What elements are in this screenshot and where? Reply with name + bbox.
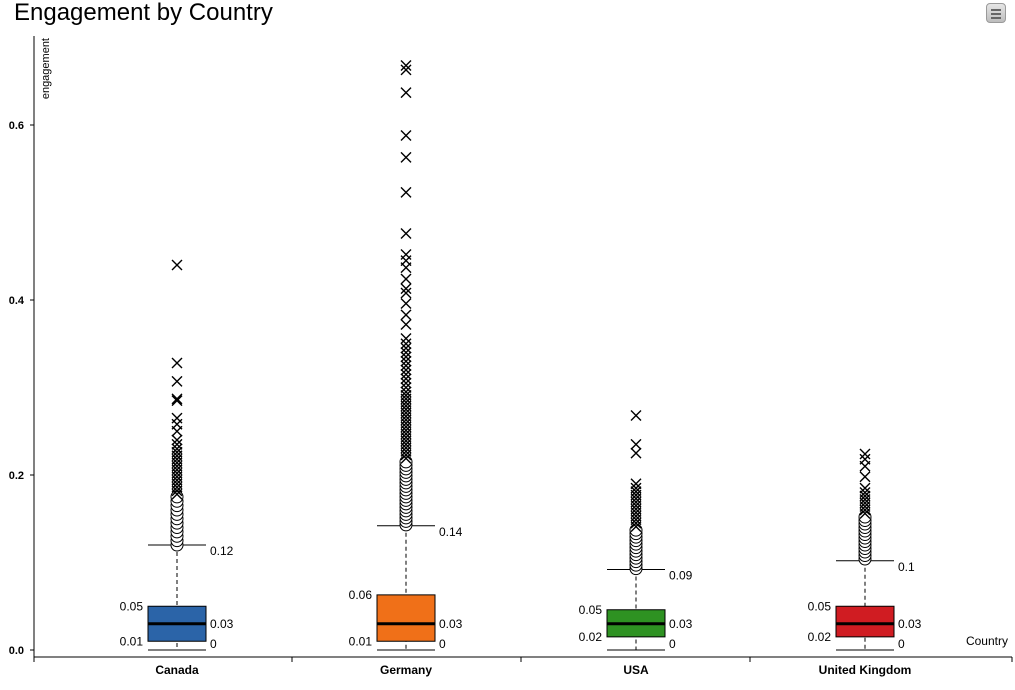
- y-tick-label: 0.2: [9, 470, 24, 482]
- outlier-cross: [400, 351, 412, 363]
- median-label: 0.03: [898, 617, 922, 631]
- outlier-cross: [171, 446, 183, 458]
- outlier-cross: [400, 377, 412, 389]
- outlier-cross: [171, 443, 183, 455]
- outlier-cross: [400, 64, 412, 76]
- q1-label: 0.01: [349, 634, 373, 648]
- median-label: 0.03: [210, 617, 234, 631]
- outlier-cross: [400, 368, 412, 380]
- q3-label: 0.05: [120, 599, 144, 613]
- outlier-cross: [400, 386, 412, 398]
- min-label: 0: [210, 637, 217, 651]
- outlier-cross: [400, 309, 412, 321]
- q3-label: 0.06: [349, 588, 373, 602]
- outlier-cross: [859, 487, 871, 498]
- outlier-cross: [400, 319, 412, 330]
- outlier-cross: [859, 482, 871, 494]
- box-usa: 0.05 0.02 0.03 0 0.09: [579, 410, 693, 651]
- y-tick-label: 0.0: [9, 645, 24, 657]
- outlier-cross: [400, 382, 412, 393]
- outlier-cross: [630, 486, 642, 498]
- outlier-cross: [400, 355, 412, 367]
- outlier-cross: [171, 357, 183, 369]
- outlier-cross: [400, 130, 412, 141]
- outlier-cross: [400, 87, 412, 99]
- q3-label: 0.05: [579, 603, 603, 617]
- chart-menu-button[interactable]: [986, 3, 1006, 23]
- x-tick-label: USA: [623, 663, 649, 677]
- outlier-cross: [400, 151, 412, 163]
- outlier-cross: [171, 395, 183, 407]
- whisker-high-label: 0.09: [669, 569, 693, 583]
- outlier-cross: [400, 364, 412, 376]
- median-label: 0.03: [669, 617, 693, 631]
- outlier-cross: [400, 60, 412, 71]
- outlier-cross: [630, 482, 642, 494]
- box-canada: 0.05 0.01 0.03 0 0.12: [120, 259, 234, 651]
- outlier-cross: [171, 375, 183, 387]
- q1-label: 0.02: [808, 630, 832, 644]
- x-ticks: Canada Germany USA United Kingdom: [33, 657, 1013, 677]
- y-axis-label: engagement: [40, 38, 52, 99]
- q1-label: 0.01: [120, 634, 144, 648]
- q1-label: 0.02: [579, 630, 603, 644]
- x-tick-label: Canada: [155, 663, 199, 677]
- outlier-cross: [400, 333, 412, 344]
- median-label: 0.03: [439, 617, 463, 631]
- outlier-cross: [859, 471, 871, 483]
- outlier-circle: [399, 455, 413, 469]
- outlier-cross: [400, 347, 412, 358]
- outlier-cross: [171, 438, 183, 450]
- outlier-cross: [171, 434, 183, 446]
- x-axis-label: Country: [966, 634, 1008, 648]
- hamburger-menu-icon: [991, 9, 1001, 11]
- min-label: 0: [439, 637, 446, 651]
- outlier-cross: [400, 249, 412, 260]
- outlier-cross: [400, 228, 412, 239]
- outlier-cross: [400, 283, 412, 295]
- outlier-circle: [858, 510, 872, 524]
- outlier-circle: [170, 490, 184, 504]
- outlier-cross: [400, 186, 412, 198]
- q3-label: 0.05: [808, 599, 832, 613]
- outlier-cross: [400, 273, 412, 285]
- x-tick-label: United Kingdom: [819, 663, 912, 677]
- outlier-cross: [400, 389, 412, 401]
- whisker-high-label: 0.12: [210, 544, 234, 558]
- min-label: 0: [669, 637, 676, 651]
- outlier-cross: [400, 360, 412, 372]
- outlier-cross: [859, 490, 871, 502]
- box-body: [376, 594, 436, 642]
- outlier-cross: [400, 342, 412, 354]
- y-tick-label: 0.4: [9, 295, 25, 307]
- min-label: 0: [898, 637, 905, 651]
- boxes: 0.050.010.0300.120.060.010.0300.140.050.…: [120, 60, 922, 651]
- outlier-cross: [859, 453, 871, 465]
- outlier-cross: [171, 412, 183, 424]
- outlier-cross: [630, 438, 642, 450]
- box-united-kingdom: 0.05 0.02 0.03 0 0.1: [808, 448, 922, 651]
- outlier-cross: [400, 373, 412, 385]
- outlier-cross: [630, 478, 642, 490]
- outlier-cross: [400, 298, 412, 309]
- outlier-cross: [630, 410, 642, 421]
- y-tick-label: 0.6: [9, 120, 24, 132]
- outlier-circle: [629, 523, 643, 537]
- box-germany: 0.06 0.01 0.03 0 0.14: [349, 60, 463, 651]
- whisker-high-label: 0.1: [898, 560, 915, 574]
- x-tick-label: Germany: [380, 663, 432, 677]
- outlier-cross: [171, 259, 183, 271]
- outlier-cross: [171, 393, 183, 405]
- axes: engagement Country: [33, 36, 1012, 658]
- whisker-high-label: 0.14: [439, 525, 463, 539]
- y-ticks: 0.0 0.2 0.4 0.6: [9, 120, 34, 657]
- outlier-cross: [630, 447, 642, 459]
- outlier-cross: [400, 287, 412, 299]
- chart-title: Engagement by Country: [14, 0, 273, 26]
- box-body: [835, 605, 895, 638]
- outlier-cross: [400, 338, 412, 350]
- outlier-cross: [859, 448, 871, 460]
